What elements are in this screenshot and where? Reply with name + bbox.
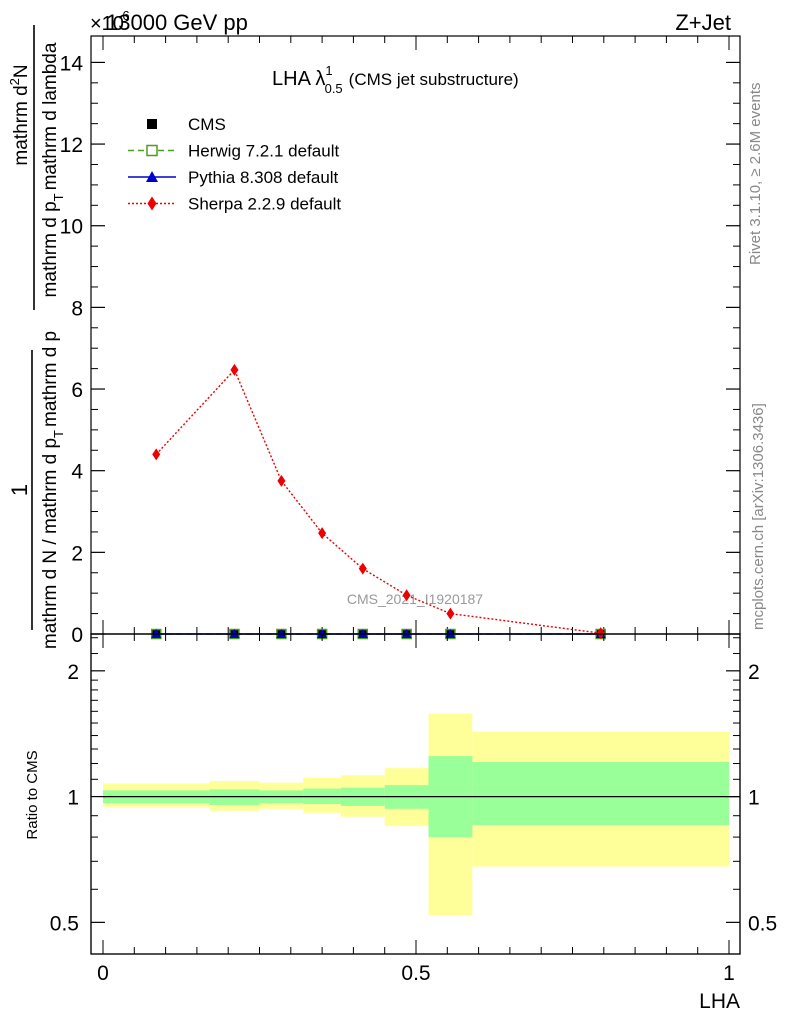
ratio-plot-frame-top: [90, 633, 741, 955]
legend-entry-label: CMS: [188, 115, 226, 134]
sherpa-point: [277, 474, 286, 487]
ylabel-denominator: mathrm d N / mathrm d pTmathrm d p: [40, 331, 66, 649]
plot-title: LHA λ1 0.5 (CMS jet substructure): [272, 63, 519, 96]
sherpa-point: [152, 448, 161, 461]
sherpa-point: [358, 562, 367, 575]
legend: CMS Herwig 7.2.1 default Pythia 8.308 defa…: [128, 115, 341, 214]
main-y-tick-label: 8: [71, 297, 83, 320]
ylabel-inner-denominator: mathrm d pTmathrm d lambda: [40, 42, 66, 297]
main-x-ticks: [102, 36, 730, 634]
main-y-tick-label: 0: [71, 624, 83, 647]
sherpa-point: [318, 527, 327, 540]
exponent-power: -6: [118, 8, 130, 23]
main-y-tick-label: 10: [60, 216, 83, 239]
exponent-base: ×10: [90, 13, 124, 35]
main-ylabel: 1 mathrm d N / mathrm d pTmathrm d p: [7, 331, 66, 649]
exponent-label: ×10 -6: [90, 8, 130, 35]
legend-cms-marker: [147, 119, 157, 129]
ratio-y-ticks: 0.5 0.5 1 1 2 2: [50, 637, 777, 935]
main-y-tick-label: 2: [71, 542, 83, 565]
ratio-y-tick-label-right: 1: [748, 787, 760, 810]
mcplots-label: mcplots.cern.ch [arXiv:1306.3436]: [750, 403, 767, 630]
ratio-x-tick-label: 1: [723, 962, 735, 985]
main-y-tick-label: 12: [60, 134, 83, 157]
sherpa-point: [596, 627, 605, 640]
ratio-x-tick-label: 0: [97, 962, 109, 985]
header-left-title: 13000 GeV pp: [106, 10, 248, 35]
main-y-tick-label: 4: [71, 461, 83, 484]
ratio-y-tick-label: 1: [67, 787, 79, 810]
ratio-inner-band-bin: [209, 789, 260, 805]
main-y-tick-label: 14: [60, 52, 84, 75]
rivet-label: Rivet 3.1.10, ≥ 2.6M events: [747, 83, 764, 266]
sherpa-point: [446, 607, 455, 620]
ratio-inner-band-bin: [472, 762, 729, 826]
ratio-x-ticks: 0 0.5 1: [97, 634, 735, 985]
legend-herwig-marker: [146, 144, 158, 157]
legend-sherpa-marker: [147, 196, 157, 211]
ratio-x-tick-label: 0.5: [401, 962, 430, 985]
ratio-y-tick-label-right: 2: [748, 661, 760, 684]
ratio-y-tick-label-right: 0.5: [748, 912, 777, 935]
ratio-y-tick-label: 2: [67, 661, 79, 684]
ratio-ylabel: Ratio to CMS: [24, 750, 41, 839]
sherpa-point: [402, 589, 411, 602]
ylabel-numerator: mathrm d2N: [7, 64, 32, 165]
main-y-ticks: 0 2 4 6 8 10 12 14: [60, 52, 740, 647]
ratio-bands: [103, 713, 729, 916]
legend-entry-label: Sherpa 2.2.9 default: [188, 195, 341, 214]
legend-pythia-marker: [146, 171, 158, 182]
header-right-title: Z+Jet: [675, 10, 731, 35]
main-ylabel-inner: mathrm d2N mathrm d pTmathrm d lambda: [7, 25, 66, 310]
ratio-xlabel: LHA: [699, 990, 740, 1013]
ratio-y-tick-label: 0.5: [50, 912, 79, 935]
sherpa-point: [230, 363, 239, 376]
series-line-diamond: [155, 368, 601, 634]
legend-entry-label: Herwig 7.2.1 default: [188, 142, 339, 161]
ylabel-one: 1: [7, 484, 32, 496]
legend-entry-label: Pythia 8.308 default: [188, 168, 339, 187]
main-y-tick-label: 6: [71, 379, 83, 402]
